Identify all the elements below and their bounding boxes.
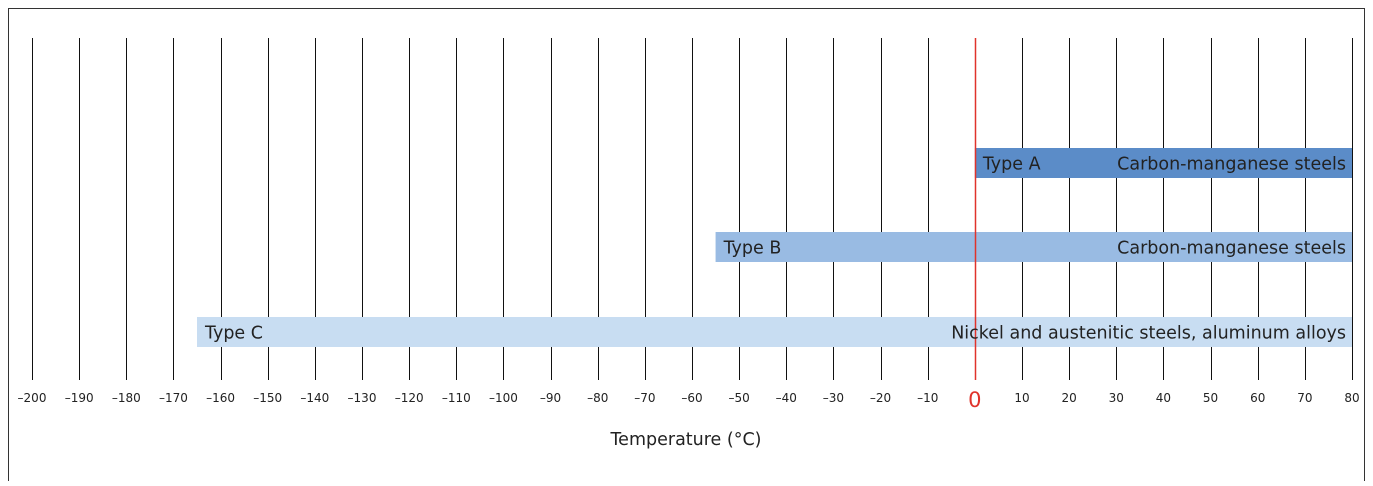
x-tick-label: –130 <box>348 391 377 405</box>
x-tick-label: 50 <box>1203 391 1218 405</box>
bar-labels: Type A Carbon-manganese steels Type B Carbo… <box>204 155 1346 344</box>
x-tick-label: –80 <box>587 391 608 405</box>
bar-type-b <box>715 232 1352 262</box>
x-tick-label: –180 <box>112 391 141 405</box>
x-tick-label: 80 <box>1344 391 1359 405</box>
x-tick-label: 70 <box>1297 391 1312 405</box>
x-tick-label: –90 <box>540 391 561 405</box>
chart-border <box>8 8 1365 481</box>
x-tick-label: –40 <box>776 391 797 405</box>
x-tick-label: 0 <box>968 388 981 412</box>
x-tick-label: 40 <box>1156 391 1171 405</box>
x-tick-label: –190 <box>65 391 94 405</box>
bars <box>197 148 1352 347</box>
bar-description-label: Nickel and austenitic steels, aluminum a… <box>951 324 1346 344</box>
x-tick-label: 30 <box>1109 391 1124 405</box>
bar-name-label: Type B <box>723 239 782 259</box>
x-tick-label: –100 <box>489 391 518 405</box>
x-tick-label: –110 <box>442 391 471 405</box>
x-tick-label: 60 <box>1250 391 1265 405</box>
bar-type-c <box>197 317 1352 347</box>
x-tick-label: 20 <box>1062 391 1077 405</box>
x-tick-label: –10 <box>917 391 938 405</box>
x-tick-label: –140 <box>300 391 329 405</box>
bar-name-label: Type A <box>982 155 1041 175</box>
chart-frame <box>8 8 1365 481</box>
x-tick-label: –170 <box>159 391 188 405</box>
x-tick-label: –50 <box>729 391 750 405</box>
x-tick-label: –70 <box>634 391 655 405</box>
x-tick-label: –30 <box>823 391 844 405</box>
bar-type-a <box>974 148 1352 178</box>
x-tick-label: –60 <box>681 391 702 405</box>
x-tick-label: –160 <box>206 391 235 405</box>
x-axis-title: Temperature (°C) <box>609 430 761 450</box>
x-tick-label: –200 <box>18 391 47 405</box>
x-axis-ticks: –200 –190 –180 –170 –160 –150 –140 –130 –120 –110… <box>18 388 1360 412</box>
x-tick-label: –120 <box>395 391 424 405</box>
x-tick-label: 10 <box>1014 391 1029 405</box>
bar-name-label: Type C <box>204 324 263 344</box>
x-tick-label: –20 <box>870 391 891 405</box>
bar-description-label: Carbon-manganese steels <box>1117 155 1346 175</box>
bar-description-label: Carbon-manganese steels <box>1117 239 1346 259</box>
x-tick-label: –150 <box>253 391 282 405</box>
